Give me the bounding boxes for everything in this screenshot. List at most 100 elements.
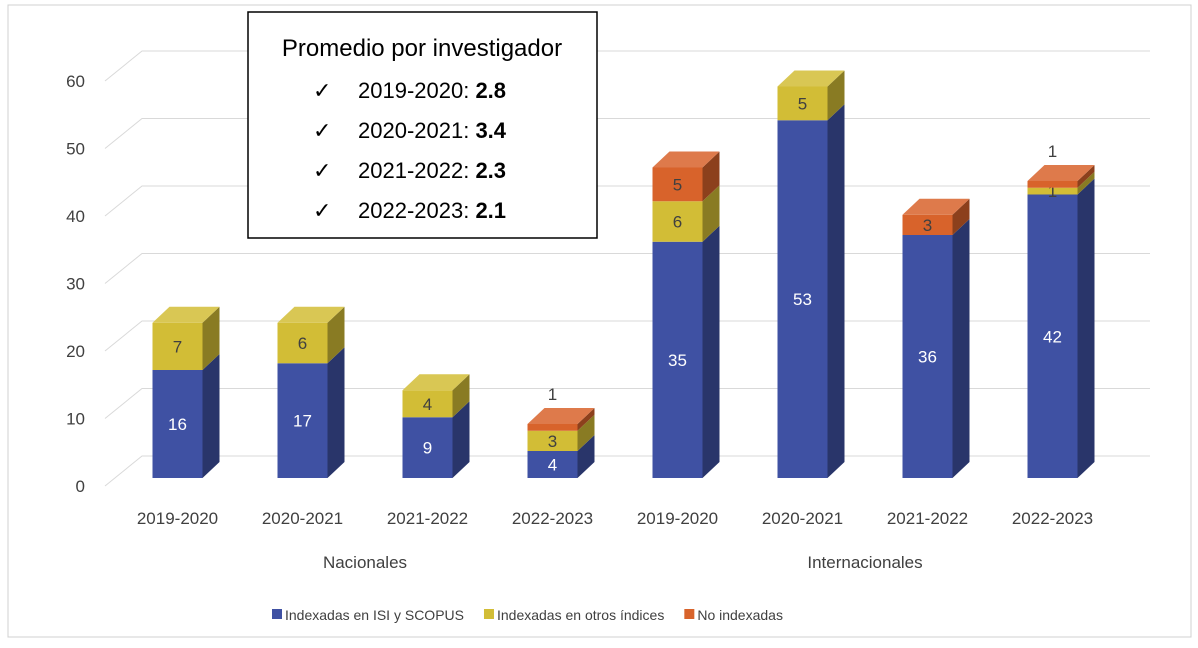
bar-side (452, 374, 470, 418)
data-label: 42 (1043, 327, 1062, 346)
data-label: 1 (1048, 182, 1057, 201)
data-label: 7 (173, 337, 182, 356)
check-icon: ✓ (313, 118, 331, 143)
check-icon: ✓ (313, 198, 331, 223)
check-icon: ✓ (313, 158, 331, 183)
bar-top (152, 306, 220, 323)
bar-segment (1027, 187, 1078, 195)
bar-top (527, 408, 595, 424)
bar-segment (652, 167, 703, 202)
bar-side (577, 414, 595, 451)
bar-side (202, 354, 220, 478)
legend-swatch (483, 609, 494, 619)
bar-side (202, 306, 220, 370)
bar-top (402, 374, 470, 391)
bar-side (327, 347, 345, 478)
annotation-item-label: 2021-2022: (358, 158, 475, 183)
data-label: 3 (548, 432, 557, 451)
bar-segment (1027, 181, 1078, 188)
bar-segment (527, 424, 578, 431)
bar-side (577, 408, 595, 431)
annotation-item-value: 3.4 (475, 118, 506, 143)
bar-segment (902, 235, 953, 478)
bar-segment (1027, 194, 1078, 478)
x-tick-label: 2022-2023 (1012, 509, 1093, 528)
bar-side (702, 151, 720, 202)
bar-side (827, 70, 845, 121)
annotation-item-label: 2022-2023: (358, 198, 475, 223)
bar-side (952, 219, 970, 478)
data-label: 9 (423, 439, 432, 458)
legend-swatch (272, 609, 282, 619)
y-tick-label: 20 (66, 342, 85, 361)
data-label: 17 (293, 412, 312, 431)
annotation-item-value: 2.3 (475, 158, 506, 183)
bar-segment (152, 370, 203, 478)
bar-side (1077, 171, 1095, 195)
bar-top (1027, 165, 1095, 181)
legend-label: Indexadas en otros índices (497, 607, 664, 623)
data-label: 5 (798, 94, 807, 113)
data-label: 3 (923, 216, 932, 235)
bar-top (777, 70, 845, 87)
bar-segment (652, 201, 703, 242)
x-tick-label: 2022-2023 (512, 509, 593, 528)
bar-side (702, 185, 720, 242)
x-tick-label: 2019-2020 (637, 509, 718, 528)
bar-segment (902, 214, 953, 235)
bar-side (577, 435, 595, 478)
bar-segment (277, 363, 328, 478)
annotation-item: 2020-2021: 3.4 (358, 118, 507, 143)
bar-side (827, 104, 845, 478)
annotation-item-label: 2020-2021: (358, 118, 475, 143)
x-tick-label: 2020-2021 (762, 509, 843, 528)
annotation-item-label: 2019-2020: (358, 78, 475, 103)
group-label: Nacionales (323, 553, 407, 572)
bar-segment (527, 430, 578, 451)
x-tick-label: 2021-2022 (387, 509, 468, 528)
bar-segment (777, 120, 828, 478)
data-label: 16 (168, 415, 187, 434)
annotation-item: 2019-2020: 2.8 (358, 78, 506, 103)
bar-segment (402, 390, 453, 418)
y-tick-label: 30 (66, 275, 85, 294)
bar-segment (777, 86, 828, 121)
x-tick-label: 2021-2022 (887, 509, 968, 528)
x-tick-label: 2020-2021 (262, 509, 343, 528)
data-label: 1 (1048, 142, 1057, 161)
annotation-item: 2022-2023: 2.1 (358, 198, 506, 223)
bar-side (452, 401, 470, 478)
legend-swatch (684, 609, 695, 619)
y-tick-label: 50 (66, 140, 85, 159)
annotation-item-value: 2.1 (475, 198, 506, 223)
grid-line (104, 50, 1150, 82)
check-icon: ✓ (313, 78, 331, 103)
data-label: 5 (673, 175, 682, 194)
bar-segment (277, 322, 328, 364)
annotation-box (247, 11, 598, 239)
data-label: 6 (298, 334, 307, 353)
y-tick-label: 40 (66, 207, 85, 226)
data-label: 4 (548, 456, 557, 475)
data-label: 4 (423, 395, 432, 414)
bar-segment (152, 322, 203, 370)
annotation-title: Promedio por investigador (282, 35, 562, 62)
bar-side (1077, 165, 1095, 188)
bar-segment (652, 241, 703, 478)
bar-segment (527, 451, 578, 478)
bar-side (702, 225, 720, 478)
bar-segment (402, 417, 453, 478)
data-label: 53 (793, 290, 812, 309)
data-label: 35 (668, 351, 687, 370)
legend-label: No indexadas (697, 607, 783, 623)
x-tick-label: 2019-2020 (137, 509, 218, 528)
bar-top (902, 198, 970, 215)
annotation-item: 2021-2022: 2.3 (358, 158, 506, 183)
data-label: 36 (918, 348, 937, 367)
bar-side (1077, 178, 1095, 478)
bar-side (952, 198, 970, 235)
annotation-item-value: 2.8 (475, 78, 506, 103)
legend-label: Indexadas en ISI y SCOPUS (285, 607, 464, 623)
y-tick-label: 60 (66, 72, 85, 91)
